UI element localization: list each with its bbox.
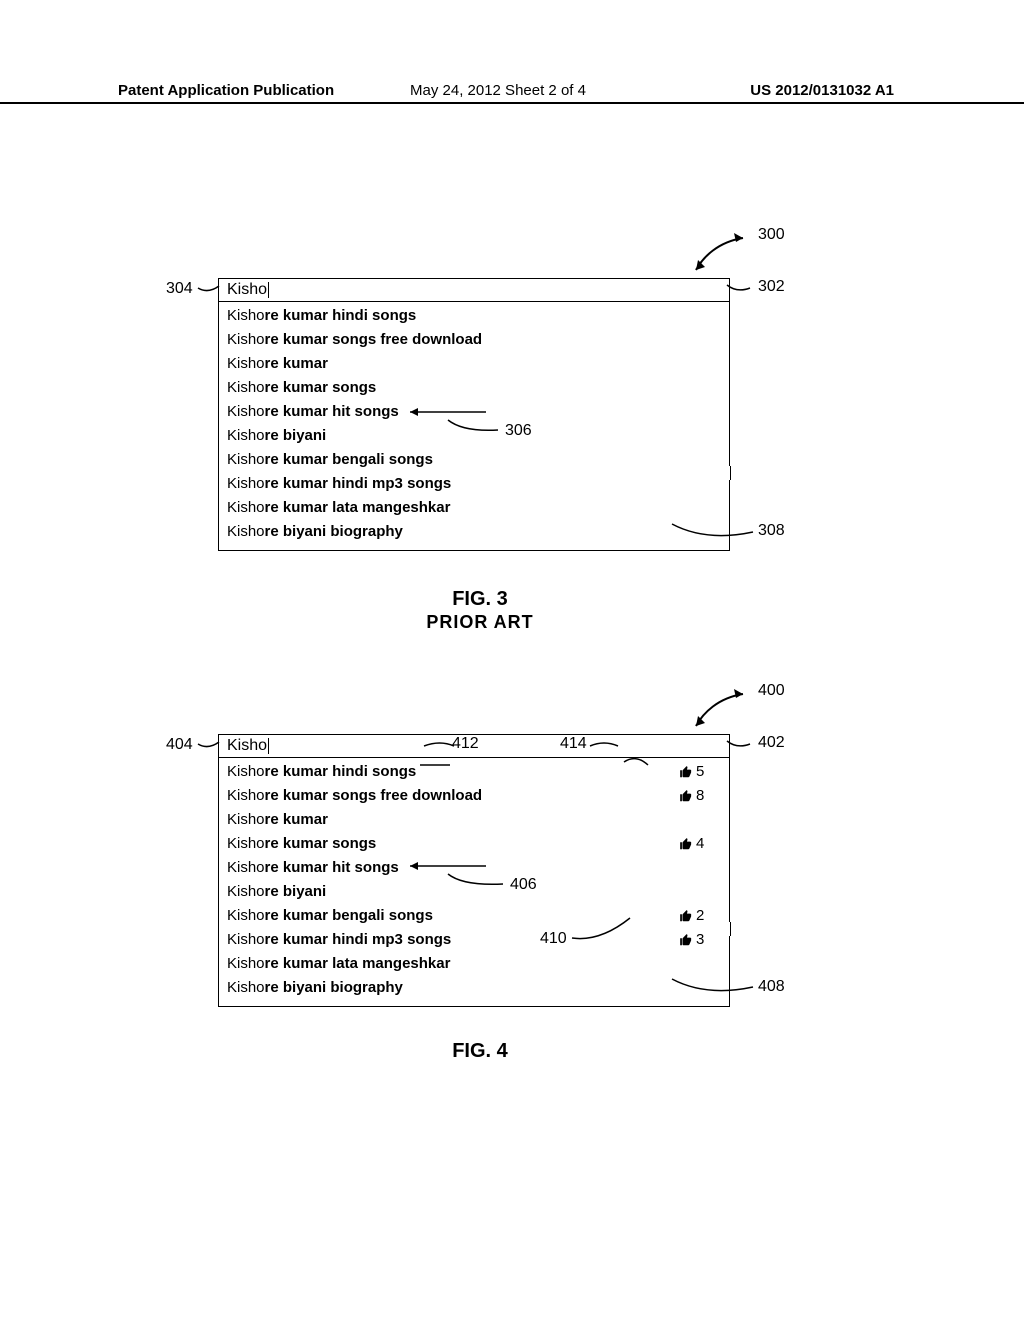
thumbs-up-icon (679, 765, 693, 779)
lead-408 (668, 975, 758, 999)
lead-304 (196, 282, 222, 296)
header-left: Patent Application Publication (118, 82, 334, 99)
lead-308 (668, 520, 758, 544)
suggestion-item[interactable]: Kishore kumar songs 4 (227, 832, 721, 856)
suggestion-item[interactable]: Kishore kumar (227, 808, 721, 832)
lead-402 (722, 736, 754, 754)
ref-414: 414 (560, 735, 587, 753)
suggestion-text: Kishore kumar songs (227, 832, 376, 856)
ref-308: 308 (758, 522, 785, 540)
fig3-caption-text: FIG. 3 (452, 588, 508, 610)
thumbs-up-icon (679, 789, 693, 803)
like-count[interactable]: 4 (679, 832, 721, 856)
suggestion-text: Kishore kumar hindi mp3 songs (227, 472, 451, 496)
suggestion-item[interactable]: Kishore biyani biography (227, 520, 721, 544)
like-number: 8 (696, 784, 704, 808)
ref-306: 306 (505, 422, 532, 440)
suggestion-text: Kishore kumar songs (227, 376, 376, 400)
suggestion-text: Kishore biyani (227, 880, 326, 904)
fig3-input-text: Kisho (227, 281, 267, 298)
header-center: May 24, 2012 Sheet 2 of 4 (410, 82, 586, 99)
suggestion-text: Kishore kumar hindi mp3 songs (227, 928, 451, 952)
like-number: 2 (696, 904, 704, 928)
suggestion-text: Kishore kumar bengali songs (227, 448, 433, 472)
ref-408: 408 (758, 978, 785, 996)
like-count[interactable]: 2 (679, 904, 721, 928)
fig4-caption-text: FIG. 4 (452, 1040, 508, 1062)
like-number: 4 (696, 832, 704, 856)
page-header: Patent Application Publication May 24, 2… (0, 82, 1024, 104)
lead-414 (588, 740, 660, 768)
like-number: 3 (696, 928, 704, 952)
lead-412 (418, 742, 458, 770)
suggestion-text: Kishore kumar bengali songs (227, 904, 433, 928)
suggestion-text: Kishore biyani (227, 424, 326, 448)
fig3-caption: FIG. 3 PRIOR ART (380, 588, 580, 634)
arrow-300 (688, 232, 758, 274)
suggestion-text: Kishore kumar hindi songs (227, 304, 416, 328)
suggestion-item[interactable]: Kishore kumar songs free download (227, 328, 721, 352)
suggestion-text: Kishore kumar lata mangeshkar (227, 496, 450, 520)
like-count[interactable]: 8 (679, 784, 721, 808)
suggestion-item[interactable]: Kishore kumar hindi mp3 songs (227, 472, 721, 496)
suggestion-item[interactable]: Kishore kumar songs free download 8 (227, 784, 721, 808)
fig3-search-input[interactable]: Kisho (219, 279, 729, 302)
suggestion-text: Kishore kumar hindi songs (227, 760, 416, 784)
thumbs-up-icon (679, 933, 693, 947)
lead-404 (196, 738, 222, 752)
like-number: 5 (696, 760, 704, 784)
suggestion-text: Kishore kumar hit songs (227, 400, 399, 424)
ref-410: 410 (540, 930, 567, 948)
suggestion-text: Kishore kumar songs free download (227, 784, 482, 808)
fig4-caption: FIG. 4 (380, 1040, 580, 1063)
suggestion-text: Kishore kumar lata mangeshkar (227, 952, 450, 976)
like-count[interactable]: 3 (679, 928, 721, 952)
suggestion-text: Kishore kumar (227, 352, 328, 376)
like-count[interactable]: 5 (679, 760, 721, 784)
patent-page: Patent Application Publication May 24, 2… (0, 0, 1024, 1320)
box-cutout (722, 466, 731, 480)
suggestion-item[interactable]: Kishore kumar hindi songs (227, 304, 721, 328)
lead-410 (570, 908, 660, 942)
ref-402: 402 (758, 734, 785, 752)
suggestion-item[interactable]: Kishore kumar songs (227, 376, 721, 400)
fig3-subcaption: PRIOR ART (426, 612, 533, 632)
suggestion-text: Kishore biyani biography (227, 976, 403, 1000)
ref-304: 304 (166, 280, 193, 298)
ref-404: 404 (166, 736, 193, 754)
suggestion-text: Kishore kumar songs free download (227, 328, 482, 352)
arrow-400 (688, 688, 758, 730)
text-cursor2 (268, 738, 269, 754)
ref-400: 400 (758, 682, 785, 700)
box-cutout2 (722, 922, 731, 936)
suggestion-text: Kishore biyani biography (227, 520, 403, 544)
header-right: US 2012/0131032 A1 (750, 82, 894, 99)
thumbs-up-icon (679, 909, 693, 923)
text-cursor (268, 282, 269, 298)
suggestion-item[interactable]: Kishore biyani biography (227, 976, 721, 1000)
suggestion-item[interactable]: Kishore kumar lata mangeshkar (227, 952, 721, 976)
ref-302: 302 (758, 278, 785, 296)
lead-302 (722, 280, 754, 298)
suggestion-item[interactable]: Kishore kumar bengali songs (227, 448, 721, 472)
ref-406: 406 (510, 876, 537, 894)
suggestion-item[interactable]: Kishore kumar (227, 352, 721, 376)
suggestion-item[interactable]: Kishore kumar lata mangeshkar (227, 496, 721, 520)
fig4-input-text: Kisho (227, 737, 267, 755)
ref-300: 300 (758, 226, 785, 244)
thumbs-up-icon (679, 837, 693, 851)
suggestion-text: Kishore kumar hit songs (227, 856, 399, 880)
suggestion-text: Kishore kumar (227, 808, 328, 832)
